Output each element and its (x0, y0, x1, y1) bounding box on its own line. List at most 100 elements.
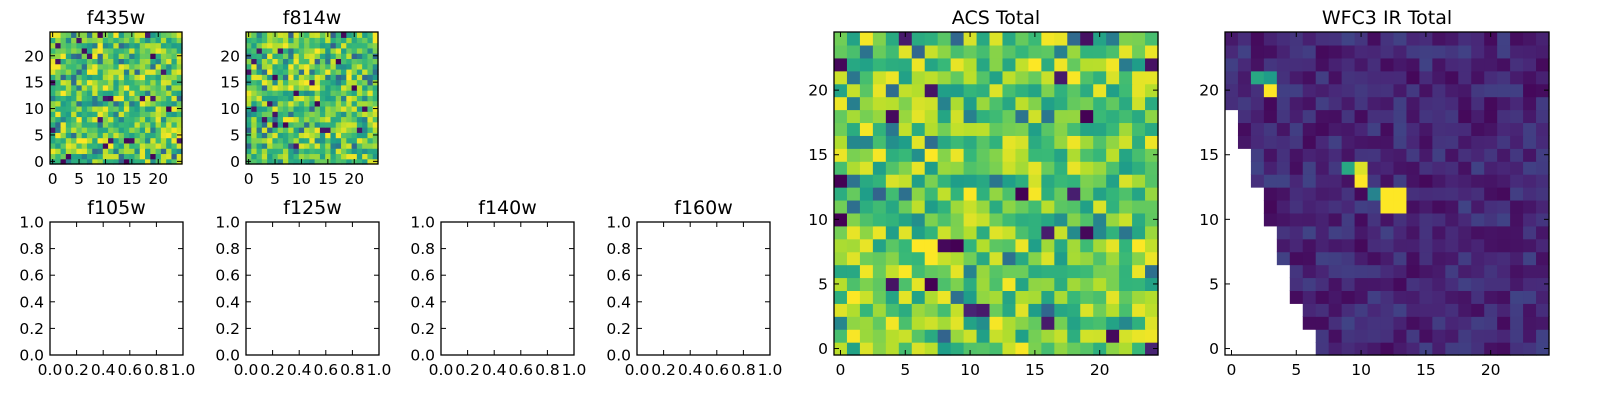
heatmap-cell (261, 121, 268, 128)
heatmap-cell (92, 42, 99, 49)
heatmap-cell (367, 153, 374, 160)
heatmap-cell (356, 68, 363, 75)
heatmap-cell (261, 90, 268, 96)
heatmap-cell (898, 83, 913, 98)
heatmap-cell (1510, 251, 1524, 266)
heatmap-cell (351, 53, 358, 59)
x-tick-label: 5 (74, 170, 84, 188)
heatmap-cell (113, 111, 120, 118)
heatmap-cell (1458, 187, 1472, 201)
heatmap-cell (160, 116, 167, 123)
heatmap-cell (309, 142, 316, 149)
heatmap-cell (834, 187, 848, 201)
heatmap-cell (272, 142, 279, 149)
heatmap-cell (963, 122, 978, 136)
heatmap-cell (1132, 277, 1146, 291)
heatmap-cell (1093, 212, 1107, 227)
heatmap-cell (288, 100, 295, 107)
heatmap-cell (1419, 122, 1433, 136)
heatmap-cell (330, 111, 337, 118)
heatmap-cell (351, 95, 358, 102)
heatmap-cell (1315, 303, 1330, 317)
heatmap-cell (898, 277, 913, 291)
heatmap-cell (1237, 109, 1252, 124)
heatmap-cell (1106, 329, 1120, 343)
heatmap-cell (924, 212, 939, 227)
heatmap-cell (1106, 70, 1120, 85)
heatmap-cell (335, 58, 342, 65)
heatmap-cell (346, 47, 353, 54)
heatmap-cell (872, 264, 887, 279)
heatmap-cell (1145, 199, 1159, 214)
heatmap-cell (1380, 96, 1395, 111)
heatmap-cell (325, 95, 332, 102)
heatmap-cell (1315, 70, 1330, 85)
heatmap-cell (1028, 303, 1042, 317)
x-tick-label: 5 (900, 361, 910, 379)
heatmap-cell (1054, 83, 1068, 98)
heatmap-cell (1015, 238, 1029, 253)
heatmap-cell (102, 127, 109, 133)
heatmap-cell (160, 148, 167, 155)
heatmap-cell (362, 79, 369, 86)
heatmap-cell (256, 53, 263, 59)
heatmap-cell (71, 53, 77, 59)
heatmap-cell (97, 37, 104, 44)
x-tick-label: 20 (1090, 361, 1110, 379)
heatmap-cell (325, 90, 332, 96)
heatmap-cell (872, 316, 887, 330)
heatmap-cell (911, 148, 926, 162)
heatmap-cell (1354, 135, 1369, 149)
heatmap-cell (911, 70, 926, 85)
heatmap-cell (885, 70, 900, 85)
heatmap-cell (160, 63, 167, 70)
heatmap-cell (924, 148, 939, 162)
heatmap-cell (113, 121, 120, 128)
heatmap-cell (1341, 57, 1356, 72)
heatmap-cell (1536, 238, 1550, 253)
heatmap-cell (1093, 44, 1107, 59)
heatmap-cell (335, 116, 342, 123)
heatmap-cell (1028, 148, 1042, 162)
heatmap-cell (60, 90, 67, 96)
heatmap-cell (1510, 122, 1524, 136)
heatmap-cell (372, 63, 379, 70)
heatmap-cell (1289, 174, 1304, 188)
heatmap-cell (108, 158, 114, 165)
heatmap-cell (1067, 174, 1081, 188)
heatmap-cell (1315, 83, 1330, 98)
heatmap-cell (256, 79, 263, 86)
axes-background (637, 222, 770, 355)
heatmap-cell (71, 111, 77, 118)
heatmap-cell (1432, 316, 1446, 330)
heatmap-cell (108, 53, 114, 59)
heatmap-cell (367, 68, 374, 75)
heatmap-cell (261, 142, 268, 149)
heatmap-cell (129, 148, 136, 155)
heatmap-cell (367, 79, 374, 86)
heatmap-cell (277, 63, 284, 70)
heatmap-cell (1028, 70, 1042, 85)
heatmap-cell (325, 100, 332, 107)
heatmap-cell (1458, 329, 1472, 343)
heatmap-cell (1080, 135, 1094, 149)
heatmap-cell (92, 74, 99, 81)
heatmap-cell (1289, 161, 1304, 175)
heatmap-cell (1536, 187, 1550, 201)
heatmap-cell (246, 68, 252, 75)
heatmap-cell (1497, 161, 1511, 175)
heatmap-cell (319, 137, 326, 144)
heatmap-cell (834, 57, 848, 72)
heatmap-cell (1119, 251, 1133, 266)
heatmap-cell (251, 111, 258, 118)
heatmap-cell (282, 148, 289, 155)
heatmap-cell (1432, 109, 1446, 124)
axes-frame (245, 31, 379, 165)
heatmap-cell (65, 127, 72, 133)
heatmap-cell (846, 32, 861, 46)
heatmap-cell (55, 53, 62, 59)
heatmap-cell (950, 342, 965, 356)
heatmap-cell (113, 42, 120, 49)
heatmap-cell (1237, 96, 1252, 111)
heatmap-cell (86, 116, 93, 123)
